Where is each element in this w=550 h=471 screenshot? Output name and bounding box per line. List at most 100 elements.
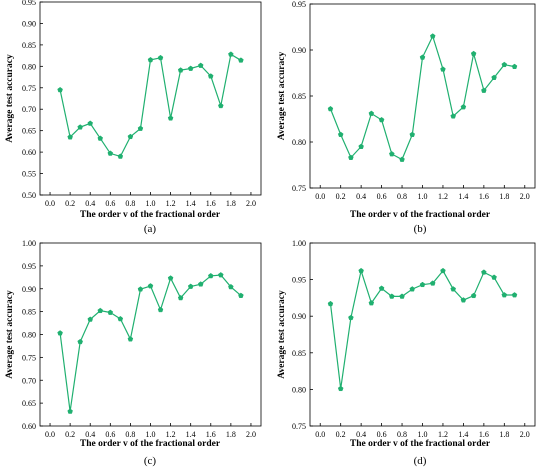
chart-panel-3: 0.0 0.2 0.4 0.6 0.8 1.0 1.2 1.4 1.6 1.8 2.0 0.60 0.6… (5, 239, 262, 467)
data-point (470, 292, 477, 299)
data-point (218, 102, 224, 109)
y-tick-label: 0.65 (22, 399, 36, 408)
x-tick-label: 0.4 (85, 430, 95, 439)
y-tick-label: 0.70 (22, 105, 36, 114)
data-point (107, 309, 114, 315)
x-axis-title: The order v of the fractional order (80, 439, 221, 449)
data-point (430, 280, 436, 286)
data-point (157, 54, 164, 61)
series-line (59, 274, 242, 412)
y-tick-label: 0.90 (292, 312, 306, 321)
y-tick-label: 0.90 (22, 19, 36, 28)
data-point (167, 115, 174, 121)
x-tick-label: 1.0 (146, 430, 156, 439)
y-tick-label: 0.70 (22, 376, 36, 385)
x-tick-label: 0.6 (105, 199, 115, 208)
data-point (177, 67, 184, 73)
data-point (208, 272, 214, 279)
x-tick-label: 1.4 (458, 430, 468, 439)
data-point (358, 143, 364, 149)
data-point (450, 113, 456, 119)
data-point (419, 281, 426, 288)
y-tick-label: 0.85 (292, 349, 306, 358)
y-tick-label: 0.85 (292, 92, 306, 101)
data-point (97, 135, 103, 141)
x-tick-label: 2.0 (246, 199, 256, 208)
x-tick-label: 0.8 (397, 192, 407, 201)
data-point (327, 105, 334, 112)
y-tick-label: 1.00 (292, 239, 306, 248)
y-tick-label: 0.85 (22, 41, 36, 50)
panel-label: (c) (144, 455, 157, 467)
data-point (167, 275, 174, 281)
x-tick-label: 1.0 (418, 192, 428, 201)
y-tick-label: 0.50 (22, 191, 36, 200)
y-tick-label: 0.75 (292, 184, 306, 193)
data-point (177, 294, 184, 301)
chart-panel-4: 0.0 0.2 0.4 0.6 0.8 1.0 1.2 1.4 1.6 1.8 2.0 0.75 0.8… (277, 239, 536, 467)
x-tick-label: 1.0 (418, 430, 428, 439)
data-point (440, 66, 446, 72)
data-point (187, 283, 194, 289)
y-tick-label: 0.80 (22, 331, 36, 340)
data-point (399, 293, 405, 299)
y-tick-label: 0.90 (292, 46, 306, 55)
y-tick-label: 0.80 (22, 62, 36, 71)
data-point (67, 134, 73, 140)
data-point (501, 292, 508, 298)
data-point (460, 297, 467, 303)
data-point (187, 65, 194, 71)
data-point (117, 153, 124, 159)
panel-label: (d) (414, 455, 427, 467)
x-tick-label: 0.8 (397, 430, 407, 439)
data-point (460, 104, 467, 110)
x-tick-label: 1.8 (499, 430, 509, 439)
data-point (481, 87, 487, 93)
y-tick-label: 0.95 (22, 0, 36, 7)
chart-panel-2: 0.0 0.2 0.4 0.6 0.8 1.0 1.2 1.4 1.6 1.8 2.0 0.75 0.8… (277, 0, 536, 235)
x-tick-label: 0.8 (125, 430, 135, 439)
data-point (389, 151, 395, 157)
data-point (491, 74, 497, 80)
data-point (87, 120, 93, 126)
y-tick-label: 0.75 (22, 84, 36, 93)
y-tick-label: 0.75 (292, 422, 306, 431)
y-tick-label: 0.90 (22, 285, 36, 294)
data-point (409, 286, 415, 292)
y-axis-title: Average test accuracy (5, 290, 15, 379)
y-axis-title: Average test accuracy (5, 54, 15, 143)
x-tick-label: 0.2 (336, 192, 346, 201)
x-tick-label: 1.2 (438, 192, 448, 201)
x-tick-label: 0.8 (125, 199, 135, 208)
data-point (409, 131, 415, 137)
x-tick-label: 1.4 (186, 199, 196, 208)
data-point (430, 33, 436, 39)
x-tick-label: 1.4 (458, 192, 468, 201)
data-point (137, 286, 144, 292)
y-axis-title: Average test accuracy (277, 290, 287, 379)
x-tick-label: 1.2 (166, 199, 176, 208)
data-point (147, 283, 154, 289)
data-point (147, 56, 154, 63)
data-point (337, 385, 344, 392)
panel-label: (a) (144, 223, 157, 235)
x-tick-label: 0.0 (45, 430, 55, 439)
data-point (228, 283, 234, 290)
data-point (198, 62, 204, 68)
y-tick-label: 0.60 (22, 422, 36, 431)
y-axis-title: Average test accuracy (277, 52, 287, 141)
plot-frame (309, 3, 536, 189)
data-point (481, 269, 487, 275)
x-tick-label: 0.2 (336, 430, 346, 439)
x-tick-label: 1.4 (186, 430, 196, 439)
x-tick-label: 2.0 (246, 430, 256, 439)
x-tick-label: 1.6 (206, 199, 216, 208)
x-tick-label: 1.2 (438, 430, 448, 439)
data-point (127, 336, 134, 342)
data-point (57, 330, 63, 336)
data-point (157, 306, 164, 313)
data-point (511, 292, 518, 298)
x-tick-label: 1.8 (226, 199, 236, 208)
data-point (378, 285, 385, 291)
